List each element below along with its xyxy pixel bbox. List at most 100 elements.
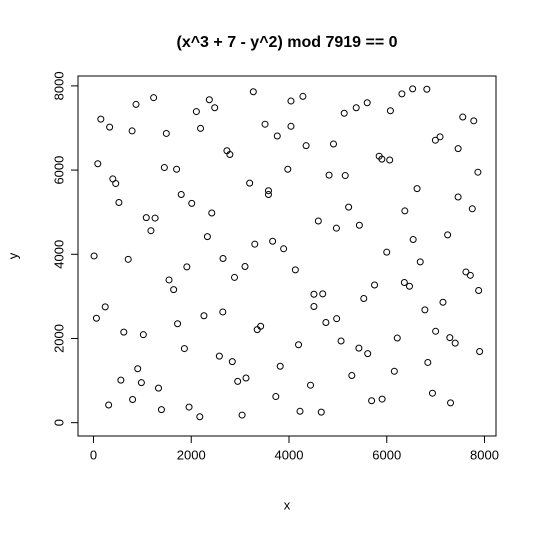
point [231,273,239,281]
point [368,397,376,405]
x-tick-label: 4000 [275,447,304,462]
point [196,413,204,421]
point [238,411,246,419]
point [90,252,98,260]
point [160,164,168,172]
point [205,96,213,104]
point [132,100,140,108]
point [142,214,150,222]
point [242,374,250,382]
point [208,209,216,217]
chart-title: (x^3 + 7 - y^2) mod 7919 == 0 [176,34,397,51]
point [174,320,182,328]
point [355,221,363,229]
point [390,367,398,375]
point [322,318,330,326]
point [180,345,188,353]
point [325,171,333,179]
point [405,282,413,290]
point [261,120,269,128]
point [246,179,254,187]
point [173,165,181,173]
point [280,245,288,253]
point [302,142,310,150]
point [117,376,125,384]
point [428,389,436,397]
point [454,193,462,201]
point [211,104,219,112]
point [185,403,193,411]
point [413,185,421,193]
point [421,306,429,314]
point [409,85,417,93]
point [360,294,368,302]
point [200,312,208,320]
point [432,327,440,335]
point [219,308,227,316]
point [299,92,307,100]
point [386,107,394,115]
point [177,190,185,198]
point [348,372,356,380]
point [424,358,432,366]
point [165,276,173,284]
point [92,314,100,322]
point [310,302,318,310]
point [264,187,272,195]
point [341,172,349,180]
point [332,224,340,232]
point [276,362,284,370]
point [444,231,452,239]
x-tick-label: 0 [90,447,97,462]
point [340,109,348,117]
point [150,94,158,102]
point [295,341,303,349]
x-tick-label: 8000 [470,447,499,462]
point [378,395,386,403]
point [459,113,467,121]
point [101,303,109,311]
point [476,348,484,356]
point [329,140,337,148]
y-axis-label: y [5,252,20,259]
point [355,344,363,352]
point [147,227,155,235]
point [446,334,454,342]
point [215,352,223,360]
x-axis-label: x [284,497,291,512]
point [137,379,145,387]
point [317,408,325,416]
point [416,258,424,266]
point [157,406,165,414]
y-tick-label: 4000 [51,240,66,269]
x-tick-label: 6000 [372,447,401,462]
point [284,165,292,173]
point [401,207,409,215]
point [345,203,353,211]
y-tick-label: 6000 [51,156,66,185]
point [475,286,483,294]
point [223,147,231,155]
point [155,384,163,392]
point [291,266,299,274]
point [115,198,123,206]
point [197,124,205,132]
point [129,396,137,404]
point [241,262,249,270]
point [364,350,372,358]
point [228,358,236,366]
point [139,331,147,339]
point [249,88,257,96]
point [269,237,277,245]
point [251,240,259,248]
point [470,117,478,125]
point [94,160,102,168]
point [170,286,178,294]
point [409,236,417,244]
point [319,290,327,298]
point [97,115,105,123]
point [203,233,211,241]
point [451,339,459,347]
point [192,108,200,116]
